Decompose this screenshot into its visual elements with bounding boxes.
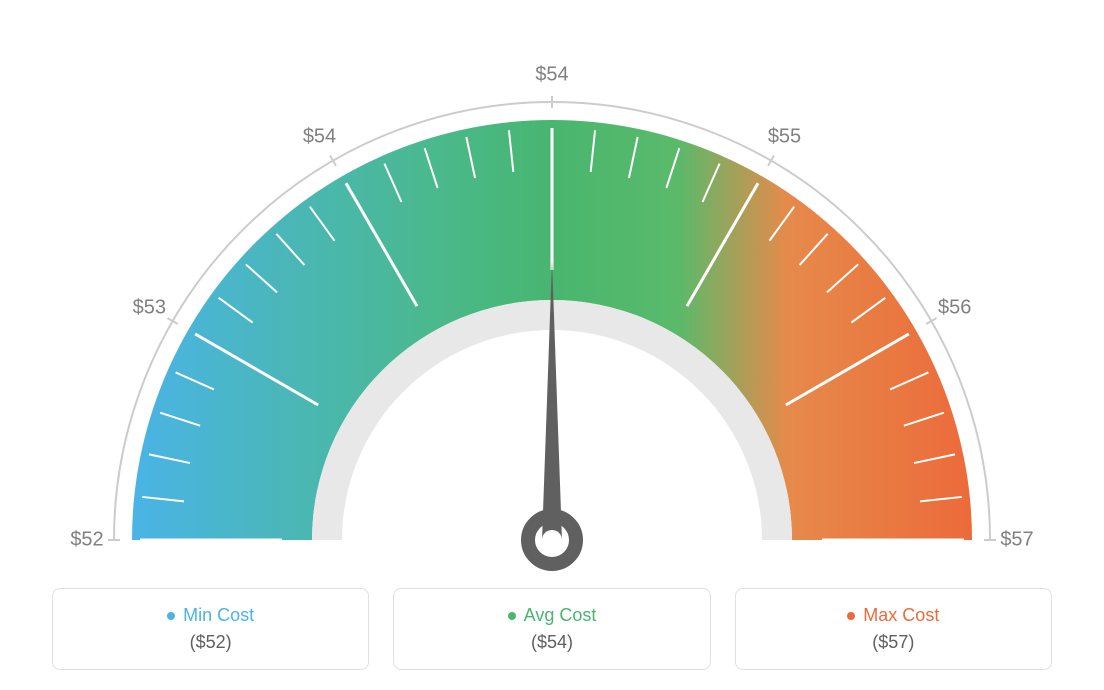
legend-dot-min [167, 612, 175, 620]
legend-dot-avg [508, 612, 516, 620]
legend-max: Max Cost ($57) [735, 588, 1052, 670]
legend-label-min: Min Cost [183, 605, 254, 626]
gauge-tick-label: $54 [535, 64, 568, 87]
legend-avg: Avg Cost ($54) [393, 588, 710, 670]
gauge-tick-label: $56 [938, 296, 971, 319]
legend-row: Min Cost ($52) Avg Cost ($54) Max Cost (… [52, 588, 1052, 670]
legend-dot-max [847, 612, 855, 620]
gauge-tick-label: $52 [70, 529, 103, 552]
legend-min: Min Cost ($52) [52, 588, 369, 670]
gauge-tick-label: $57 [1000, 529, 1033, 552]
legend-value-min: ($52) [190, 632, 232, 653]
legend-value-avg: ($54) [531, 632, 573, 653]
gauge-chart: $52 $53 $54 $54 $55 $56 $57 [52, 20, 1052, 560]
gauge-tick-label: $54 [303, 126, 336, 149]
legend-label-max: Max Cost [863, 605, 939, 626]
legend-value-max: ($57) [872, 632, 914, 653]
legend-label-avg: Avg Cost [524, 605, 597, 626]
gauge-tick-label: $53 [133, 296, 166, 319]
gauge-tick-label: $55 [768, 126, 801, 149]
